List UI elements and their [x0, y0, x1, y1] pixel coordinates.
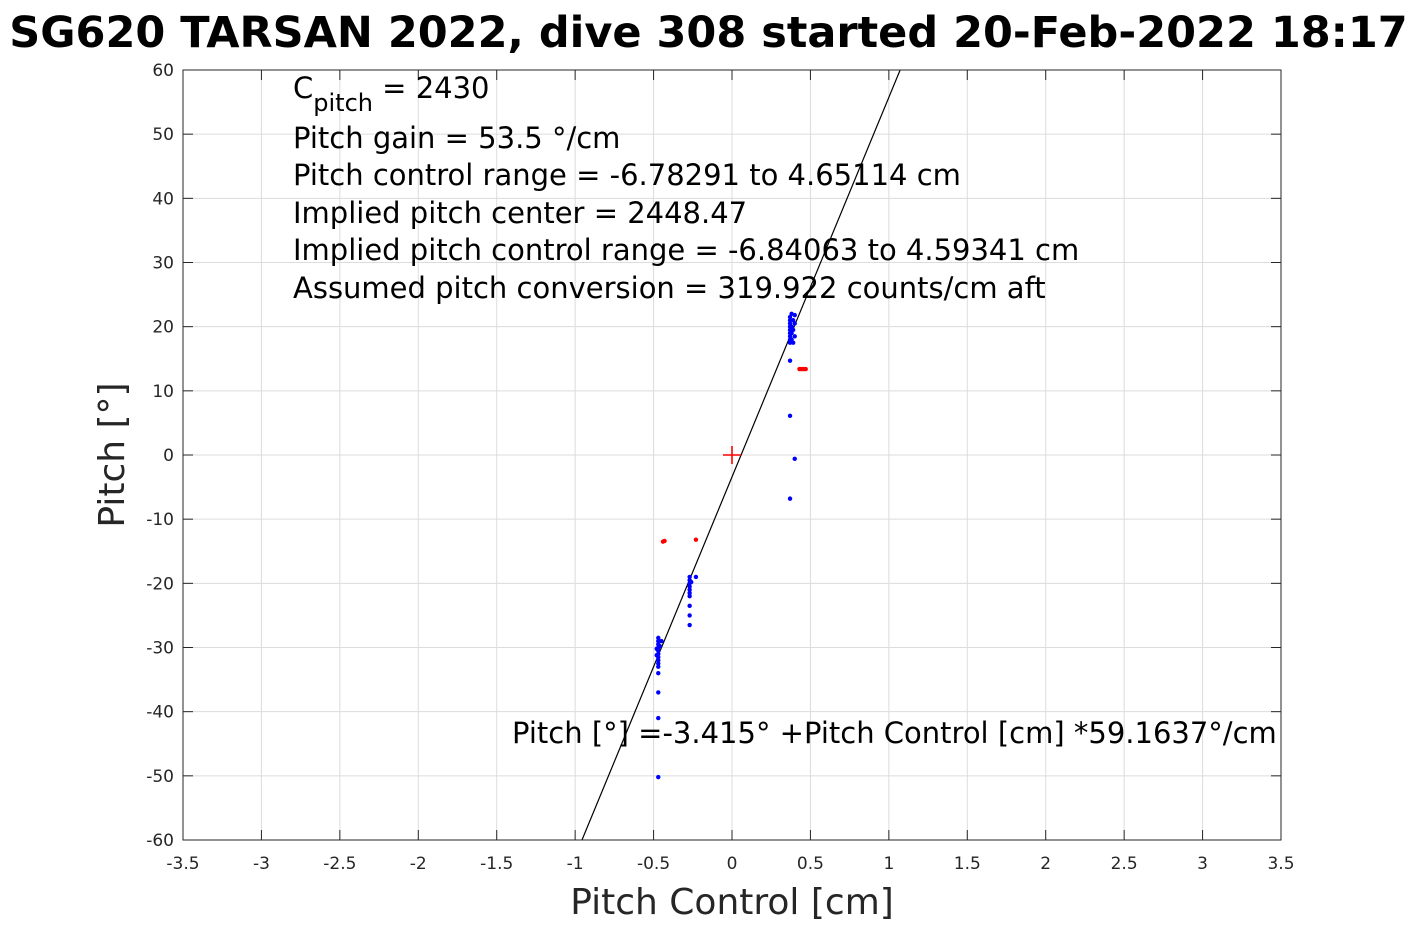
data-point-blue [656, 670, 661, 676]
annotation-control-range: Pitch control range = -6.78291 to 4.6511… [293, 158, 961, 192]
data-point-blue [656, 664, 661, 669]
data-point-blue [654, 646, 659, 651]
data-point-blue [787, 358, 793, 363]
data-point-blue [790, 327, 796, 333]
data-point-blue [687, 603, 692, 608]
x-tick-label: 2.5 [1111, 854, 1138, 874]
x-tick-label: -3.5 [166, 854, 199, 874]
y-tick-label: 0 [163, 446, 174, 466]
annotation-fit-equation: Pitch [°] =-3.415° +Pitch Control [cm] *… [512, 716, 1277, 750]
data-point-blue [687, 590, 692, 596]
data-point-blue [687, 613, 692, 618]
x-axis-label: Pitch Control [cm] [570, 882, 894, 923]
data-point-red [693, 537, 699, 542]
x-tick-label: 3 [1197, 854, 1208, 874]
annotation-pitch-gain: Pitch gain = 53.5 °/cm [293, 121, 620, 155]
x-tick-label: 0 [727, 854, 738, 874]
data-point-blue [787, 318, 793, 323]
data-point-blue [792, 321, 797, 326]
y-axis-label: Pitch [°] [92, 382, 133, 527]
data-point-red [803, 366, 808, 372]
data-point-red [662, 538, 667, 544]
annotation-implied-center: Implied pitch center = 2448.47 [293, 196, 747, 230]
x-tick-label: 0.5 [797, 854, 824, 874]
data-point-blue [656, 690, 661, 695]
y-tick-label: -40 [146, 703, 174, 723]
data-point-blue [656, 774, 661, 780]
data-point-blue [656, 661, 661, 666]
cpitch-base: C [293, 71, 313, 105]
y-tick-label: -50 [146, 767, 174, 787]
data-point-blue [656, 715, 661, 721]
y-tick-label: 30 [152, 254, 174, 274]
y-tick-label: -30 [146, 639, 174, 659]
annotation-cpitch: Cpitch = 2430 [293, 71, 490, 117]
x-tick-label: -0.5 [637, 854, 670, 874]
x-tick-label: 2 [1040, 854, 1051, 874]
x-tick-label: 3.5 [1267, 854, 1294, 874]
data-point-blue [656, 658, 661, 663]
data-point-blue [659, 638, 664, 644]
x-tick-label: -2.5 [323, 854, 356, 874]
data-point-blue [657, 644, 663, 649]
data-point-blue [687, 584, 692, 589]
y-tick-label: 50 [152, 125, 174, 145]
data-point-blue [689, 579, 694, 585]
data-point-blue [656, 635, 661, 641]
data-point-blue [687, 574, 692, 580]
y-tick-label: -10 [146, 510, 174, 530]
y-tick-label: 60 [152, 61, 174, 81]
x-tick-label: -1 [567, 854, 584, 874]
y-tick-label: 10 [152, 382, 174, 402]
x-tick-label: 1 [883, 854, 894, 874]
x-tick-label: -2 [410, 854, 427, 874]
data-point-blue [654, 653, 659, 658]
data-point-blue [687, 622, 692, 628]
annotation-conversion: Assumed pitch conversion = 319.922 count… [293, 271, 1046, 305]
data-point-blue [792, 456, 797, 462]
x-tick-label: 1.5 [954, 854, 981, 874]
data-point-blue [693, 574, 699, 580]
x-tick-label: -3 [253, 854, 270, 874]
fit-line [581, 70, 901, 840]
data-point-blue [790, 340, 796, 345]
data-point-blue [792, 334, 797, 339]
data-point-blue [656, 638, 661, 644]
chart-title: SG620 TARSAN 2022, dive 308 started 20-F… [9, 8, 1408, 58]
y-tick-label: -20 [146, 574, 174, 594]
cpitch-sub: pitch [313, 89, 373, 117]
y-tick-label: 40 [152, 189, 174, 209]
y-tick-label: 20 [152, 318, 174, 338]
y-tick-label: -60 [146, 831, 174, 851]
data-point-blue [787, 413, 793, 419]
data-point-blue [789, 311, 794, 317]
data-point-blue [787, 496, 793, 501]
data-point-blue [687, 593, 692, 599]
data-point-blue [687, 587, 692, 592]
annotation-implied-range: Implied pitch control range = -6.84063 t… [293, 233, 1079, 267]
cpitch-value: = 2430 [373, 71, 490, 105]
x-tick-label: -1.5 [480, 854, 513, 874]
